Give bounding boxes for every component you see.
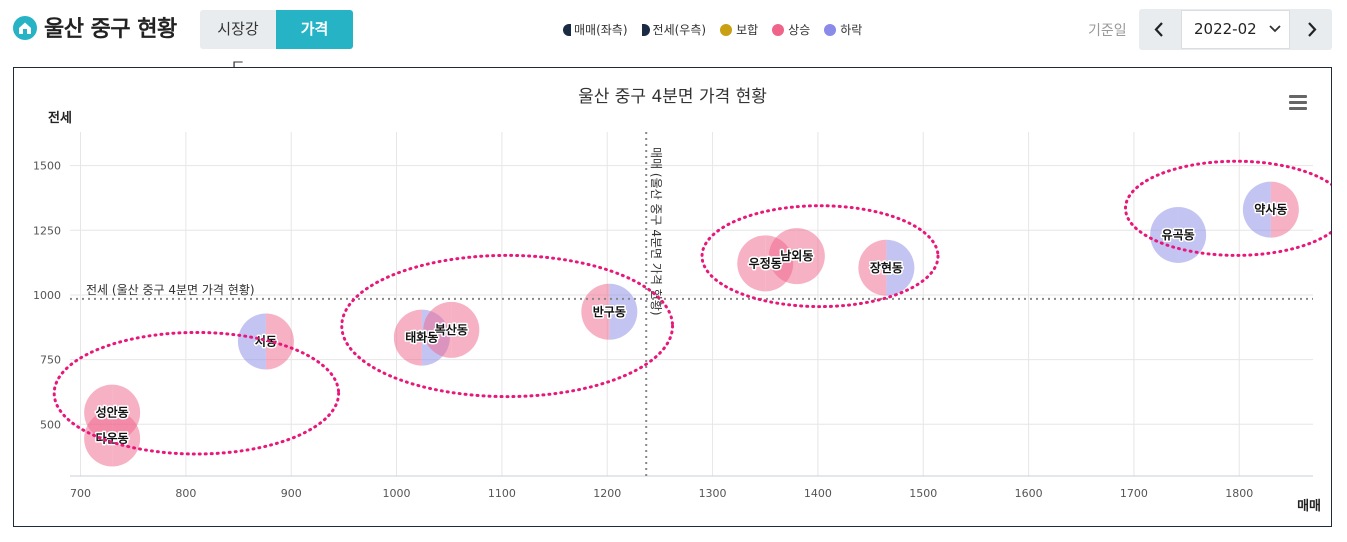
half-circle-left-icon (563, 23, 571, 36)
x-tick-label: 700 (70, 487, 91, 500)
y-tick-label: 1500 (33, 160, 61, 173)
bubble[interactable] (423, 301, 480, 358)
legend-item-fall[interactable]: 하락 (824, 21, 862, 38)
y-tick-label: 500 (40, 418, 61, 431)
x-tick-label: 1000 (383, 487, 411, 500)
bubble-label: 유곡동 (1162, 228, 1195, 242)
bubble[interactable] (237, 313, 294, 370)
legend-label: 매매(좌측) (574, 23, 628, 37)
bubble-label: 약사동 (1254, 202, 1287, 217)
chevron-down-icon (1269, 25, 1281, 33)
bubble-sale-half (737, 235, 766, 292)
bubble[interactable] (1242, 181, 1299, 238)
bubble-label: 남외동 (780, 248, 813, 263)
hamburger-menu-icon[interactable] (1289, 95, 1307, 110)
bubble-jeonse-half (265, 313, 294, 370)
y-tick-label: 1250 (33, 224, 61, 237)
tab-group: 시장강도 가격 (200, 10, 353, 77)
bubble-sale-half (768, 228, 797, 285)
bubble-label: 성안동 (96, 405, 129, 420)
legend: 매매(좌측) 전세(우측) 보합 상승 하락 (563, 21, 862, 38)
cluster-annotation-circle (1124, 159, 1331, 257)
chart-container: 700 800 900 1000 1100 1200 1300 1400 1500 1600 170… (13, 67, 1332, 527)
sale-reference-label: 매매 (울산 중구 4분면 가격 현황) (649, 147, 663, 316)
menu-bar (1289, 95, 1307, 98)
home-logo-icon (13, 16, 37, 40)
date-picker: 2022-02 (1139, 9, 1332, 50)
bubble-sale-half (1150, 206, 1179, 263)
bubble-sale-half (237, 313, 266, 370)
x-tick-label: 1800 (1225, 487, 1253, 500)
bubble[interactable] (858, 239, 915, 296)
date-select[interactable]: 2022-02 (1181, 10, 1290, 49)
bubble-jeonse-half (112, 410, 141, 467)
chart-title: 울산 중구 4분면 가격 현황 (578, 87, 767, 107)
x-tick-label: 1600 (1015, 487, 1043, 500)
x-tick-label: 900 (281, 487, 302, 500)
x-axis-title: 매매 (1297, 499, 1321, 514)
bubble-jeonse-half (609, 283, 638, 340)
menu-bar (1289, 107, 1307, 110)
bubble-jeonse-half (451, 301, 480, 358)
y-axis-title: 전세 (48, 110, 72, 126)
bubble-sale-half (858, 239, 887, 296)
jeonse-reference-label: 전세 (울산 중구 4분면 가격 현황) (86, 283, 255, 297)
top-bar: 울산 중구 현황 시장강도 가격 매매(좌측) 전세(우측) 보합 상승 하락 … (0, 0, 1347, 77)
bubble-sale-half (423, 301, 452, 358)
legend-item-sale[interactable]: 매매(좌측) (563, 21, 628, 38)
menu-bar (1289, 101, 1307, 104)
bubble-jeonse-half (1270, 181, 1299, 238)
bubble-label: 다운동 (96, 430, 129, 445)
date-value: 2022-02 (1194, 20, 1257, 38)
next-date-button[interactable] (1291, 9, 1332, 50)
date-label: 기준일 (1088, 23, 1127, 39)
rise-dot-icon (772, 23, 785, 36)
x-tick-label: 1400 (804, 487, 832, 500)
y-tick-label: 750 (40, 354, 61, 367)
x-tick-label: 1100 (488, 487, 516, 500)
prev-date-button[interactable] (1139, 9, 1180, 50)
cluster-annotation-circle (52, 330, 341, 456)
bubble-label: 태화동 (405, 330, 438, 345)
half-circle-right-icon (641, 23, 650, 36)
bubble-label: 반구동 (593, 304, 626, 319)
tab-price[interactable]: 가격 (276, 10, 353, 49)
y-tick-label: 1000 (33, 289, 61, 302)
legend-label: 하락 (840, 23, 863, 37)
x-tick-label: 1700 (1120, 487, 1148, 500)
legend-label: 보합 (736, 23, 759, 37)
cluster-annotation-circle (700, 204, 940, 309)
bubble-sale-half (1242, 181, 1271, 238)
legend-item-flat[interactable]: 보합 (720, 21, 758, 38)
bubble-chart: 700 800 900 1000 1100 1200 1300 1400 1500 1600 170… (33, 87, 1331, 514)
flat-dot-icon (720, 23, 733, 36)
x-tick-label: 1300 (699, 487, 727, 500)
bubble-label: 장현동 (870, 260, 903, 275)
bubble[interactable] (768, 228, 825, 285)
tab-market-strength[interactable]: 시장강도 (200, 10, 276, 77)
cluster-annotation-circle (340, 253, 675, 399)
bubble-sale-half (581, 283, 610, 340)
plot-area (70, 132, 1313, 476)
bubble-label: 서동 (255, 334, 277, 349)
bubble-label: 우정동 (749, 255, 782, 270)
x-tick-label: 1500 (909, 487, 937, 500)
legend-item-rise[interactable]: 상승 (772, 21, 810, 38)
bubble-label: 복산동 (435, 322, 468, 337)
page-title: 울산 중구 현황 (44, 17, 177, 42)
x-tick-label: 800 (175, 487, 196, 500)
legend-label: 상승 (788, 23, 811, 37)
fall-dot-icon (824, 23, 837, 36)
bubble[interactable] (581, 283, 638, 340)
bubble-jeonse-half (886, 239, 915, 296)
chevron-right-icon (1308, 22, 1317, 37)
bubble-sale-half (393, 309, 422, 366)
x-tick-label: 1200 (593, 487, 621, 500)
bubble-jeonse-half (796, 228, 825, 285)
chevron-left-icon (1154, 22, 1163, 37)
legend-label: 전세(우측) (652, 23, 707, 37)
legend-item-jeonse[interactable]: 전세(우측) (641, 21, 707, 38)
